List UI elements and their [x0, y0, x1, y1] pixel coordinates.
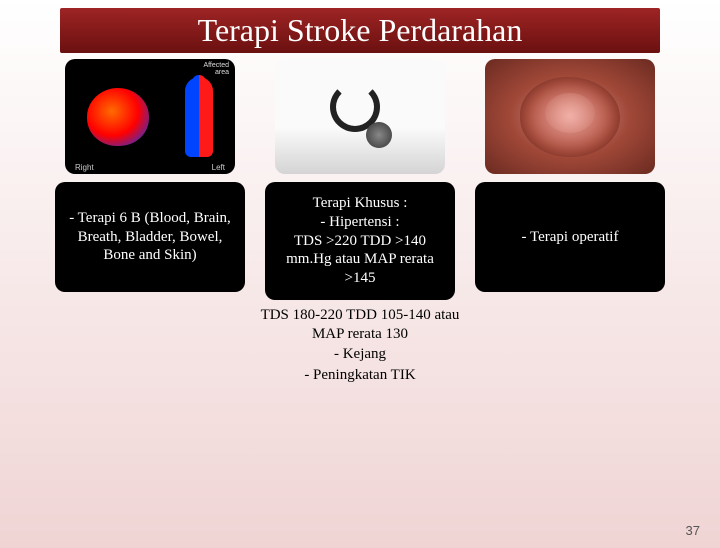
card-1: - Terapi 6 B (Blood, Brain, Breath, Blad… — [55, 182, 245, 292]
extra-line-2: - Kejang — [260, 345, 460, 364]
surgery-illustration — [520, 77, 620, 157]
card-2-text: Terapi Khusus :- Hipertensi :TDS >220 TD… — [273, 194, 447, 288]
surgery-image — [485, 59, 655, 174]
brain-illustration — [87, 88, 149, 146]
column-2: Terapi Khusus :- Hipertensi :TDS >220 TD… — [260, 59, 460, 387]
label-right: Right — [75, 163, 94, 172]
extra-line-3: - Peningkatan TIK — [260, 366, 460, 385]
card-3: - Terapi operatif — [475, 182, 665, 292]
card-1-text: - Terapi 6 B (Blood, Brain, Breath, Blad… — [63, 209, 237, 265]
page-number: 37 — [686, 523, 700, 538]
label-left: Left — [212, 163, 225, 172]
stethoscope-image — [275, 59, 445, 174]
extra-line-1: TDS 180-220 TDD 105-140 atau MAP rerata … — [260, 306, 460, 344]
body-illustration — [185, 77, 213, 157]
column-3: - Terapi operatif — [470, 59, 670, 387]
card-2: Terapi Khusus :- Hipertensi :TDS >220 TD… — [265, 182, 455, 300]
card-3-text: - Terapi operatif — [522, 228, 619, 247]
slide-title: Terapi Stroke Perdarahan — [80, 12, 640, 49]
stethoscope-illustration — [320, 82, 400, 152]
label-affected: Affectedarea — [203, 62, 229, 76]
brain-body-image: Right Left Affectedarea — [65, 59, 235, 174]
column-1: Right Left Affectedarea - Terapi 6 B (Bl… — [50, 59, 250, 387]
card-2-extra: TDS 180-220 TDD 105-140 atau MAP rerata … — [260, 306, 460, 387]
title-bar: Terapi Stroke Perdarahan — [60, 8, 660, 53]
content-columns: Right Left Affectedarea - Terapi 6 B (Bl… — [0, 59, 720, 387]
